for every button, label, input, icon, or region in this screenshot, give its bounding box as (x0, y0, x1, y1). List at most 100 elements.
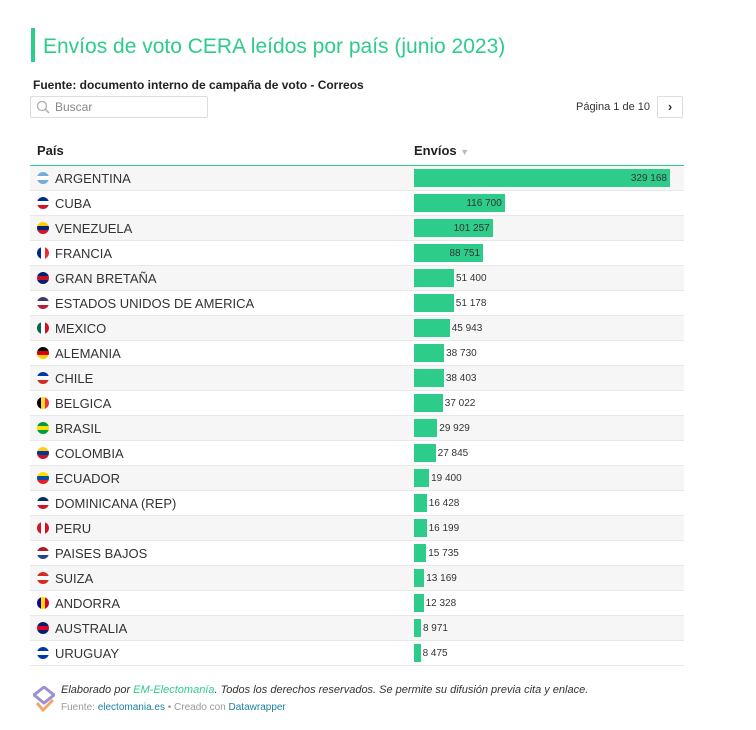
search-icon (36, 100, 50, 114)
country-name: ECUADOR (55, 471, 121, 486)
country-name: PAISES BAJOS (55, 546, 148, 561)
flag-icon (37, 372, 49, 384)
table-row: CHILE 38 403 (30, 366, 684, 391)
flag-icon (37, 472, 49, 484)
value-label: 38 403 (445, 373, 477, 384)
country-name: ALEMANIA (55, 346, 121, 361)
flag-icon (37, 197, 49, 209)
value-label: 51 400 (455, 273, 487, 284)
country-name: PERU (55, 521, 92, 536)
bar (414, 319, 450, 337)
created-with: • Creado con (164, 702, 229, 713)
column-header-label: Envíos (414, 143, 457, 158)
flag-icon (37, 447, 49, 459)
electomania-logo-icon (33, 686, 55, 712)
flag-icon (37, 597, 49, 609)
flag-icon (37, 322, 49, 334)
bar (414, 269, 454, 287)
country-name: FRANCIA (55, 246, 113, 261)
table-row: FRANCIA 88 751 (30, 241, 684, 266)
search-input[interactable] (53, 99, 207, 115)
flag-icon (37, 222, 49, 234)
footer-credit: Elaborado por EM-Electomanía. Todos los … (61, 684, 588, 696)
bar (414, 394, 443, 412)
value-label: 8 971 (422, 623, 448, 634)
chart-title: Envíos de voto CERA leídos por país (jun… (31, 28, 505, 62)
datawrapper-link[interactable]: Datawrapper (228, 702, 286, 713)
table-body: ARGENTINA 329 168 CUBA 116 700 VENEZUELA 101 … (30, 166, 684, 666)
flag-icon (37, 297, 49, 309)
table-row: URUGUAY 8 475 (30, 641, 684, 666)
value-label: 45 943 (451, 323, 483, 334)
next-page-button[interactable]: › (657, 96, 683, 118)
table-row: ECUADOR 19 400 (30, 466, 684, 491)
chart-subtitle: Fuente: documento interno de campaña de … (33, 78, 364, 92)
credit-prefix: Elaborado por (61, 684, 134, 696)
bar (414, 194, 505, 212)
country-name: URUGUAY (55, 646, 120, 661)
bar (414, 644, 421, 662)
bar (414, 619, 421, 637)
country-name: ARGENTINA (55, 171, 131, 186)
value-label: 8 475 (422, 648, 448, 659)
table-row: GRAN BRETAÑA 51 400 (30, 266, 684, 291)
value-label: 88 751 (449, 248, 481, 259)
bar (414, 219, 493, 237)
country-name: CHILE (55, 371, 94, 386)
column-header-envios[interactable]: Envíos ▼ (414, 143, 469, 158)
value-label: 16 428 (428, 498, 460, 509)
country-name: COLOMBIA (55, 446, 124, 461)
bar (414, 569, 425, 587)
country-name: MEXICO (55, 321, 107, 336)
country-name: VENEZUELA (55, 221, 133, 236)
table-row: ARGENTINA 329 168 (30, 166, 684, 191)
org-link[interactable]: EM-Electomanía (133, 684, 215, 696)
table-row: ALEMANIA 38 730 (30, 341, 684, 366)
bar (414, 344, 445, 362)
country-name: ANDORRA (55, 596, 121, 611)
table-row: SUIZA 13 169 (30, 566, 684, 591)
search-box[interactable] (30, 96, 208, 118)
bar (414, 519, 427, 537)
value-label: 51 178 (455, 298, 487, 309)
column-header-country[interactable]: País (37, 143, 64, 158)
source-label: Fuente: (61, 702, 98, 713)
flag-icon (37, 647, 49, 659)
country-name: GRAN BRETAÑA (55, 271, 157, 286)
table-row: DOMINICANA (REP) 16 428 (30, 491, 684, 516)
bar (414, 294, 454, 312)
flag-icon (37, 547, 49, 559)
value-label: 101 257 (453, 223, 490, 234)
country-name: DOMINICANA (REP) (55, 496, 177, 511)
bar (414, 444, 436, 462)
country-name: CUBA (55, 196, 92, 211)
flag-icon (37, 497, 49, 509)
flag-icon (37, 522, 49, 534)
value-label: 13 169 (426, 573, 457, 584)
table-row: PAISES BAJOS 15 735 (30, 541, 684, 566)
country-name: SUIZA (55, 571, 94, 586)
source-link[interactable]: electomania.es (97, 702, 165, 713)
table-row: AUSTRALIA 8 971 (30, 616, 684, 641)
country-name: ESTADOS UNIDOS DE AMERICA (55, 296, 255, 311)
flag-icon (37, 247, 49, 259)
bar (414, 169, 670, 187)
bar (414, 469, 430, 487)
value-label: 19 400 (431, 473, 462, 484)
table-row: MEXICO 45 943 (30, 316, 684, 341)
flag-icon (37, 572, 49, 584)
flag-icon (37, 622, 49, 634)
value-label: 38 730 (446, 348, 477, 359)
flag-icon (37, 272, 49, 284)
value-label: 12 328 (425, 598, 457, 609)
value-label: 37 022 (444, 398, 476, 409)
bar (414, 244, 484, 262)
table-row: BELGICA 37 022 (30, 391, 684, 416)
table-row: ESTADOS UNIDOS DE AMERICA 51 178 (30, 291, 684, 316)
bar (414, 594, 424, 612)
header-divider (30, 165, 684, 166)
table-row: ANDORRA 12 328 (30, 591, 684, 616)
country-name: BRASIL (55, 421, 102, 436)
bar (414, 369, 444, 387)
bar (414, 494, 427, 512)
